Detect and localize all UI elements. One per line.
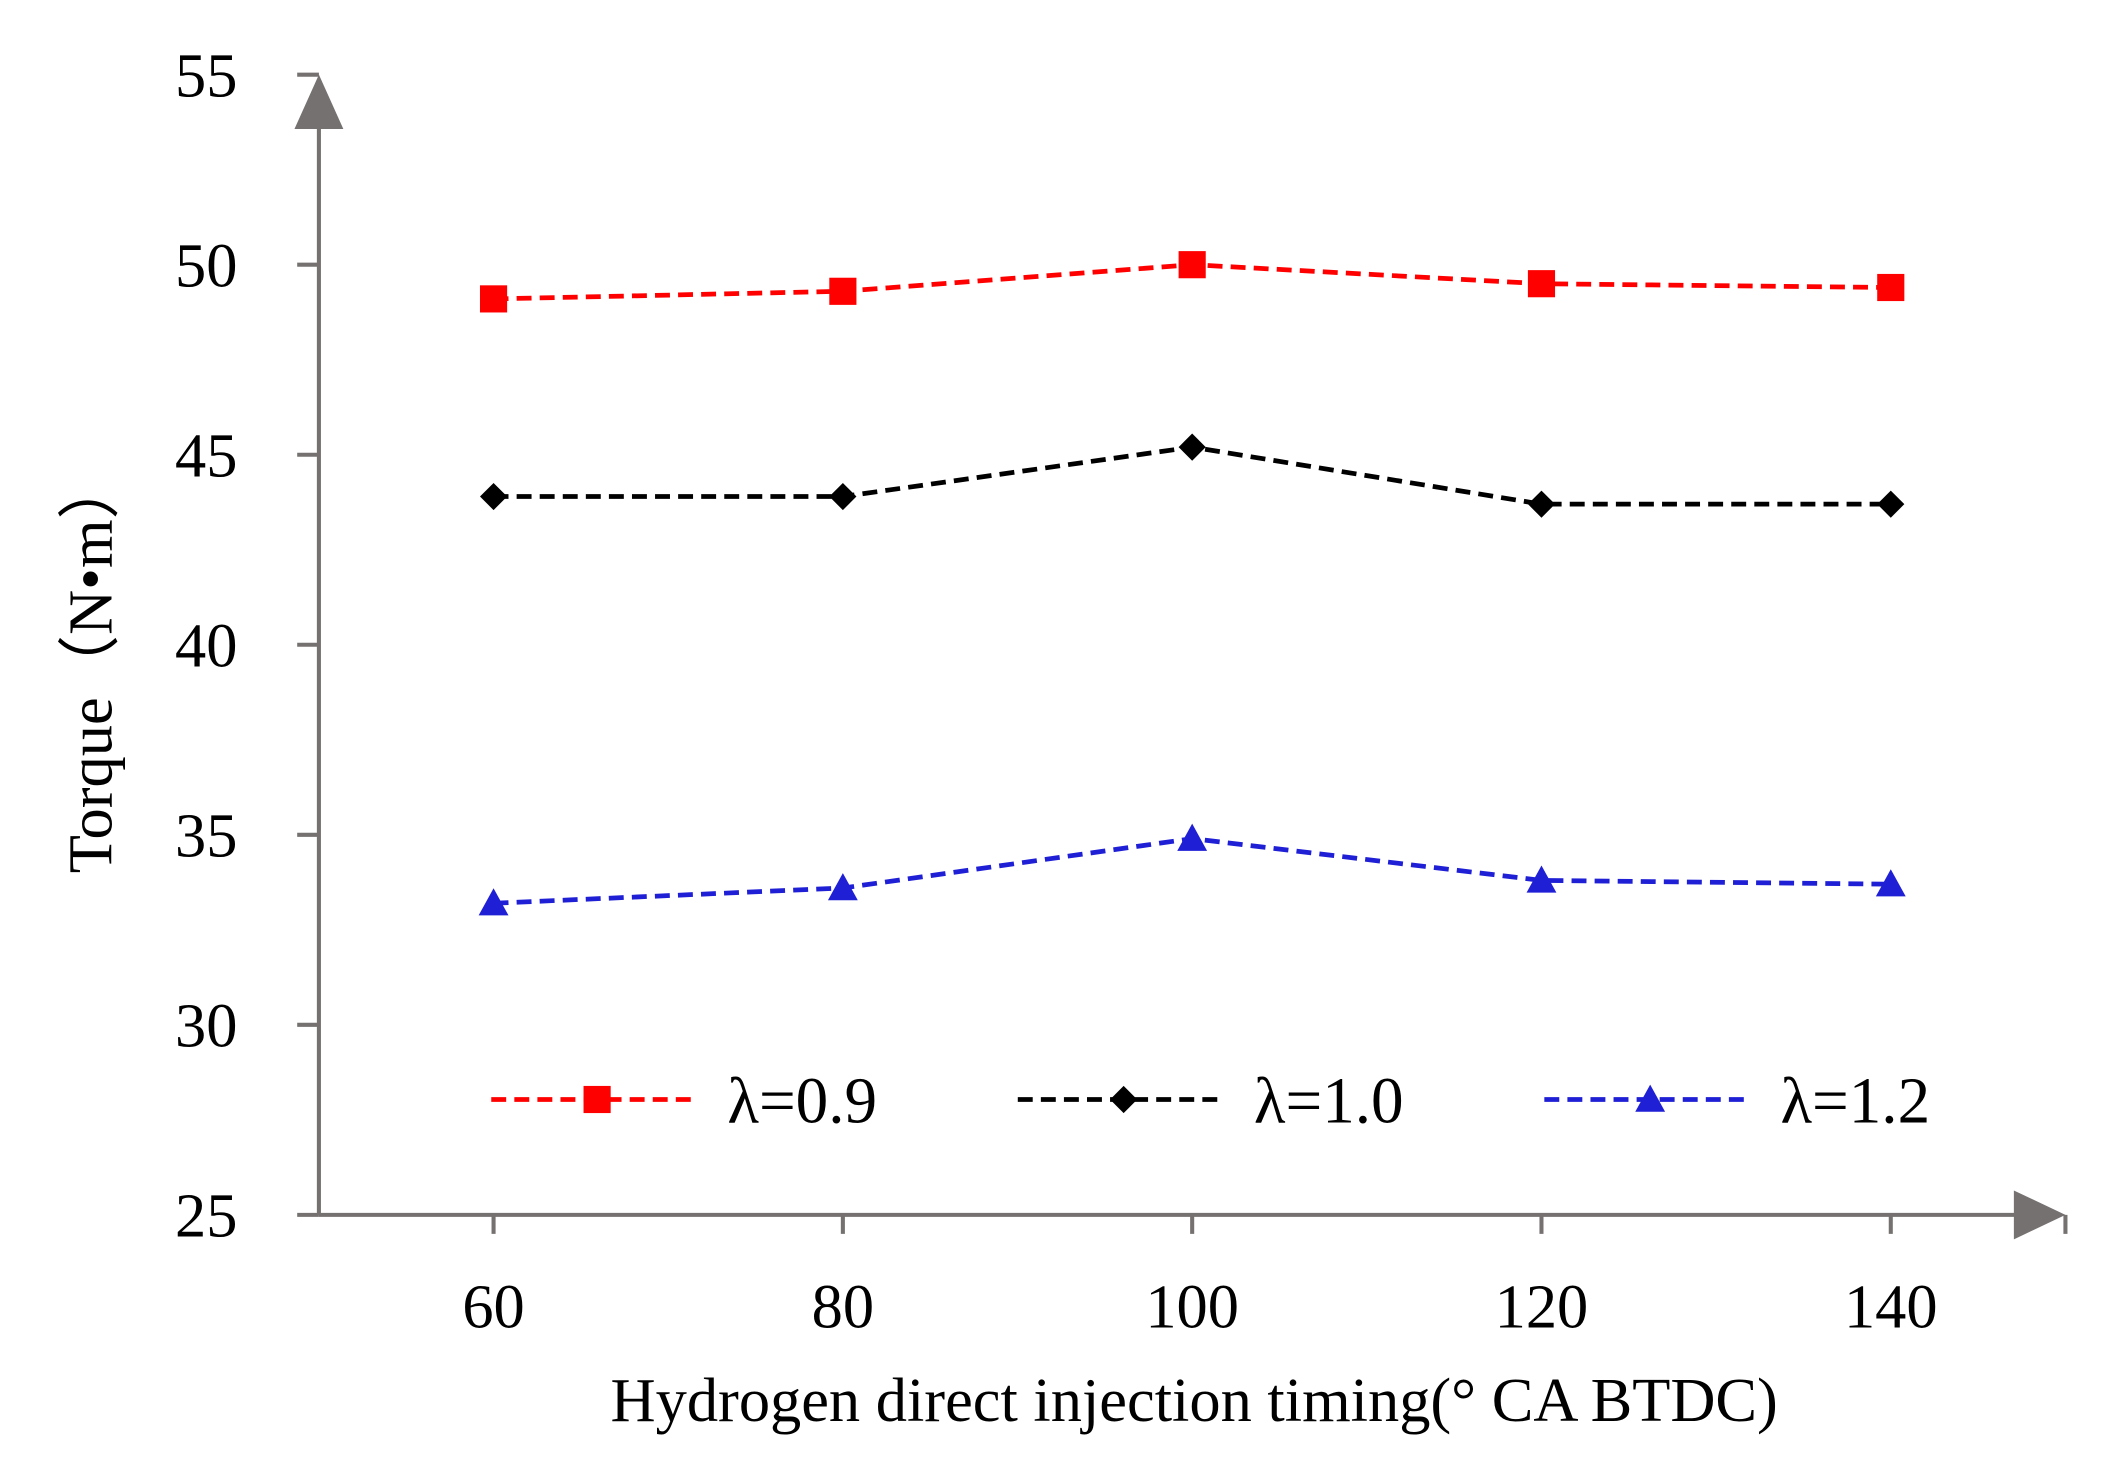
data-point-diamond	[829, 482, 857, 511]
legend-item: λ=1.2	[1544, 1066, 1930, 1138]
legend-item: λ=1.0	[1017, 1066, 1404, 1138]
data-point-diamond	[1877, 490, 1905, 518]
data-point-triangle	[827, 873, 858, 901]
data-point-square	[1527, 270, 1556, 298]
series-diamond	[479, 433, 1905, 518]
data-point-square	[1877, 273, 1905, 302]
axes	[294, 72, 2068, 1240]
x-tick-label: 120	[1495, 1272, 1589, 1342]
data-point-diamond	[1527, 490, 1556, 518]
data-point-triangle	[1526, 865, 1557, 893]
legend-label: λ=0.9	[727, 1066, 877, 1138]
legend-label: λ=1.0	[1254, 1066, 1404, 1138]
y-axis-arrow	[294, 74, 344, 129]
x-tick-label: 60	[462, 1272, 524, 1342]
y-tick-label: 50	[175, 230, 237, 300]
x-axis-arrow	[2013, 1190, 2066, 1240]
data-point-triangle	[1875, 869, 1906, 897]
data-point-diamond	[1110, 1085, 1138, 1114]
series-triangle	[478, 823, 1906, 916]
data-point-square	[829, 277, 857, 305]
data-point-triangle	[1177, 823, 1208, 851]
data-point-triangle	[478, 888, 509, 916]
tick-labels: 25 30 35 40 45 50 55 60 80 100 120 140	[175, 40, 1938, 1341]
data-point-diamond	[479, 482, 508, 511]
legend-label: λ=1.2	[1780, 1066, 1930, 1138]
y-tick-label: 35	[175, 801, 237, 871]
y-tick-label: 55	[175, 40, 237, 110]
series-group	[478, 251, 1906, 916]
y-axis-label: Torque（N•m）	[55, 457, 125, 873]
legend-item: λ=0.9	[491, 1066, 877, 1138]
y-tick-label: 40	[175, 610, 237, 680]
data-point-square	[479, 285, 508, 313]
x-tick-label: 100	[1145, 1272, 1239, 1342]
data-point-square	[583, 1085, 611, 1114]
y-tick-label: 30	[175, 991, 237, 1061]
series-square	[479, 251, 1905, 313]
y-tick-label: 45	[175, 420, 237, 490]
x-tick-label: 80	[812, 1272, 874, 1342]
x-axis-label: Hydrogen direct injection timing(° CA BT…	[611, 1365, 1778, 1435]
data-point-triangle	[1635, 1084, 1666, 1112]
data-point-square	[1178, 251, 1206, 279]
data-point-diamond	[1178, 433, 1206, 461]
y-tick-label: 25	[175, 1181, 237, 1251]
x-tick-label: 140	[1844, 1272, 1938, 1342]
legend: λ=0.9 λ=1.0 λ=1.2	[491, 1066, 1930, 1138]
